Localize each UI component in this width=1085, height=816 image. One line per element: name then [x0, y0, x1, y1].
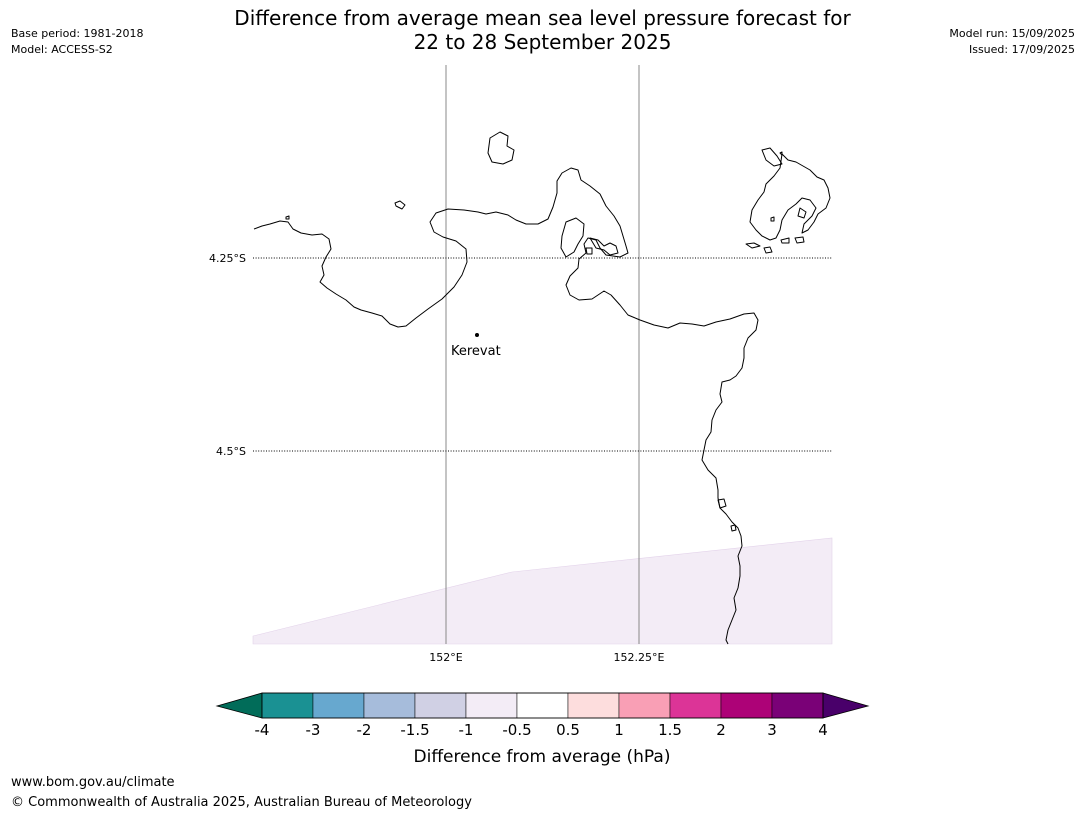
- colorbar-segment: [261, 692, 314, 719]
- colorbar-tick-label: 4: [818, 721, 828, 739]
- colorbar-tick-label: 3: [767, 721, 777, 739]
- map-title: Difference from average mean sea level p…: [0, 6, 1085, 54]
- colorbar-tick-label: -1: [459, 721, 474, 739]
- colorbar-tick-label: -1.5: [400, 721, 429, 739]
- colorbar-segment: [720, 692, 773, 719]
- colorbar-segment: [771, 692, 824, 719]
- footer-copyright: © Commonwealth of Australia 2025, Austra…: [11, 795, 472, 810]
- colorbar-over-arrow: [822, 692, 870, 719]
- colorbar: -4 -3 -2 -1.5 -1 -0.5 0.5 1 1.5 2 3 4 Difference fr…: [215, 692, 870, 767]
- colorbar-label: Difference from average (hPa): [414, 747, 671, 767]
- colorbar-tick-label: -3: [306, 721, 321, 739]
- kerevat-label: Kerevat: [451, 344, 501, 359]
- colorbar-frame: [261, 692, 824, 719]
- kerevat-marker: [475, 333, 479, 337]
- colorbar-tick-label: 0.5: [556, 721, 580, 739]
- colorbar-under-arrow: [215, 692, 263, 719]
- pressure-anomaly-area: [252, 537, 833, 645]
- lat-label-4-5s: 4.5°S: [216, 445, 246, 458]
- coastline: [253, 131, 831, 645]
- colorbar-segment: [312, 692, 365, 719]
- colorbar-tick-label: 1.5: [658, 721, 682, 739]
- base-period-label: Base period: 1981-2018: [11, 27, 144, 40]
- colorbar-segment: [363, 692, 416, 719]
- colorbar-segment: [669, 692, 722, 719]
- footer-url: www.bom.gov.au/climate: [11, 775, 175, 790]
- colorbar-tick-label: -4: [255, 721, 270, 739]
- colorbar-segment: [618, 692, 671, 719]
- model-label: Model: ACCESS-S2: [11, 43, 113, 56]
- colorbar-tick-label: 2: [716, 721, 726, 739]
- colorbar-segment: [414, 692, 467, 719]
- title-line-2: 22 to 28 September 2025: [413, 30, 672, 54]
- model-run-label: Model run: 15/09/2025: [949, 27, 1075, 40]
- title-line-1: Difference from average mean sea level p…: [234, 6, 851, 30]
- colorbar-segment: [516, 692, 569, 719]
- lon-label-152e: 152°E: [429, 651, 462, 664]
- colorbar-tick-label: -0.5: [502, 721, 531, 739]
- lat-label-4-25s: 4.25°S: [209, 252, 246, 265]
- lon-label-152-25e: 152.25°E: [614, 651, 665, 664]
- issued-label: Issued: 17/09/2025: [968, 43, 1075, 56]
- colorbar-segment: [567, 692, 620, 719]
- colorbar-tick-label: -2: [357, 721, 372, 739]
- colorbar-tick-label: 1: [614, 721, 624, 739]
- colorbar-segment: [465, 692, 518, 719]
